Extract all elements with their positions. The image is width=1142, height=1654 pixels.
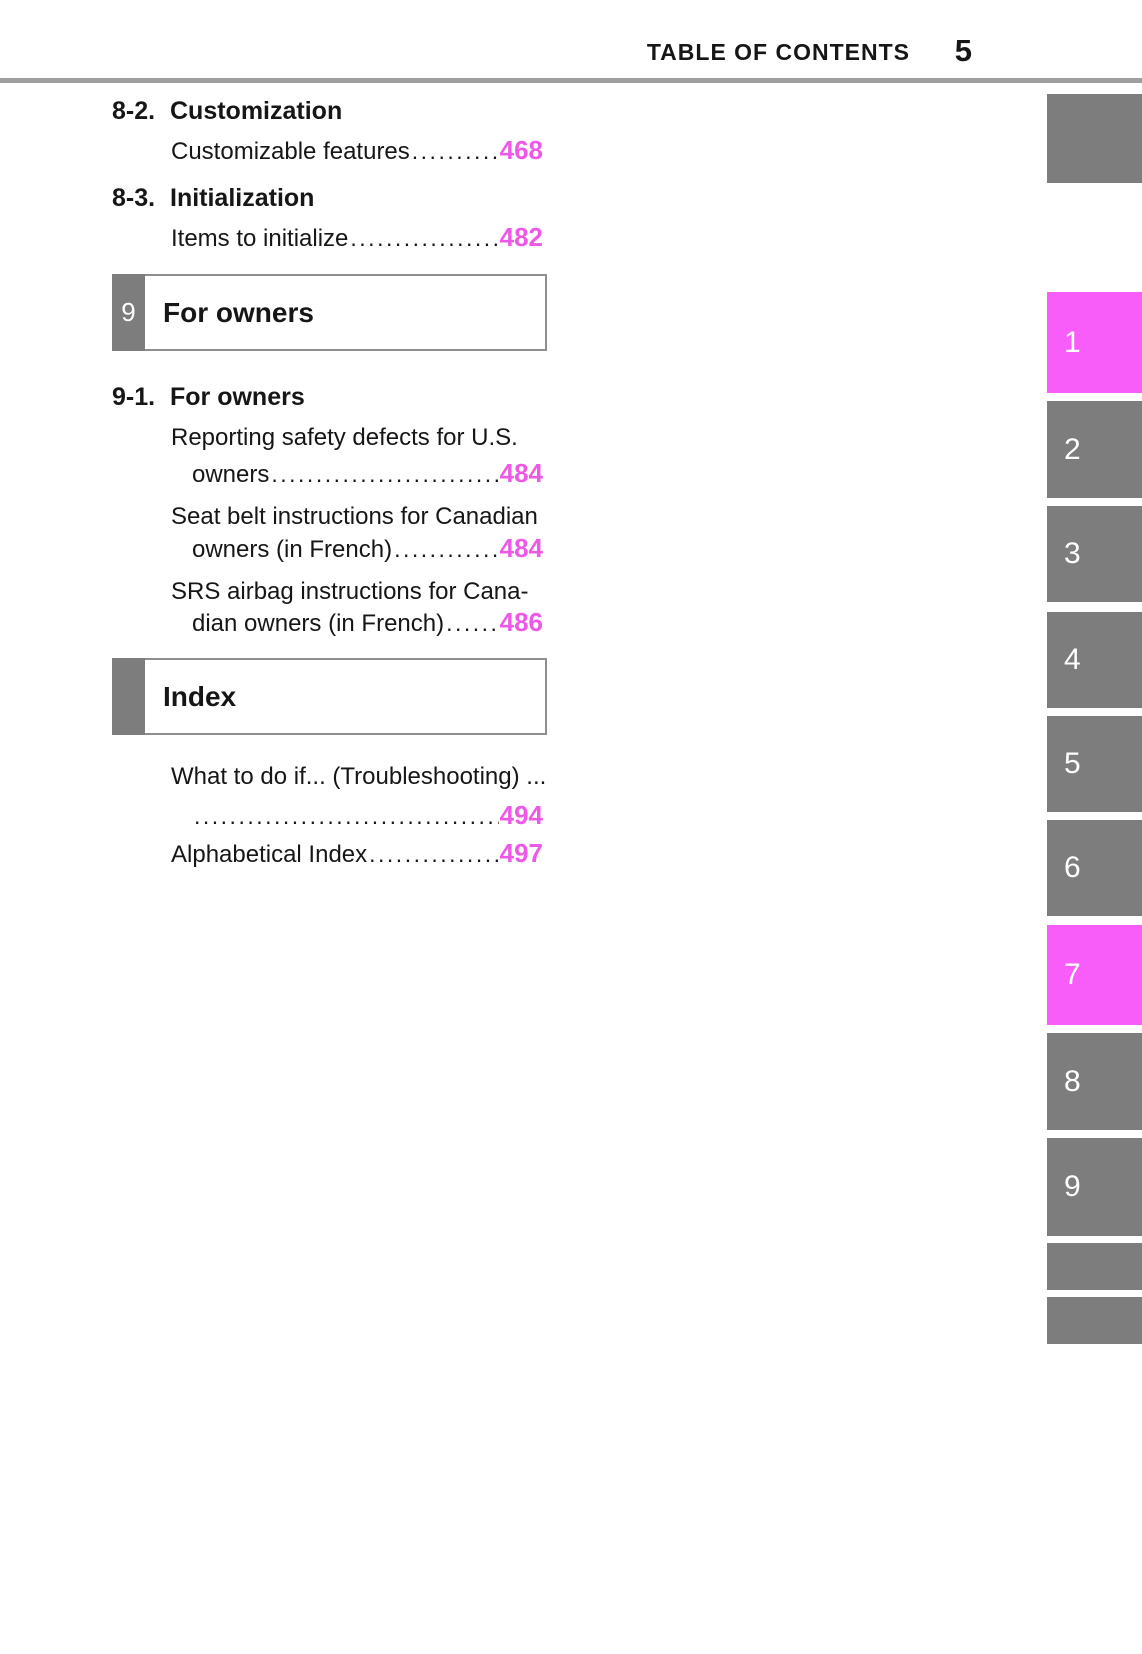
chapter-tab-blank-top <box>1047 94 1142 183</box>
dot-leader <box>269 459 498 489</box>
section-title: For owners <box>170 383 305 411</box>
toc-section-heading: 8-2. Customization <box>112 96 342 126</box>
section-number: 9-1. <box>112 383 156 411</box>
dot-leader <box>410 136 499 166</box>
chapter-tab-blank-short-1 <box>1047 1243 1142 1290</box>
entry-text-line1: Reporting safety defects for U.S. <box>171 424 518 451</box>
toc-entry-continuation: dian owners (in French) 486 <box>192 607 543 639</box>
entry-page-number: 486 <box>499 607 543 637</box>
chapter-tab-4: 4 <box>1047 612 1142 708</box>
dot-leader <box>444 608 499 638</box>
entry-text-line2: owners <box>192 461 270 488</box>
entry-text-line1: SRS airbag instructions for Cana- <box>171 578 529 605</box>
chapter-box-title: Index <box>163 680 237 712</box>
entry-text-line2: owners (in French) <box>192 536 393 563</box>
toc-entry-continuation: owners 484 <box>192 458 543 490</box>
dot-leader <box>192 801 499 831</box>
entry-page-number: 484 <box>499 458 543 488</box>
chapter-tab-9: 9 <box>1047 1138 1142 1236</box>
section-title: Initialization <box>170 184 315 212</box>
entry-page-number: 482 <box>499 222 543 252</box>
entry-text-line1: Seat belt instructions for Canadian <box>171 503 538 530</box>
dot-leader <box>392 534 499 564</box>
toc-entry: Alphabetical Index 497 <box>171 838 543 870</box>
dot-leader <box>367 839 498 869</box>
chapter-tab-7: 7 <box>1047 925 1142 1025</box>
toc-entry-continuation: 494 <box>192 800 543 831</box>
chapter-box-tab: 9 <box>112 274 145 351</box>
chapter-box-index: Index <box>112 658 547 735</box>
entry-page-number: 468 <box>499 135 543 165</box>
entry-page-number: 497 <box>499 838 543 868</box>
toc-entry: Customizable features 468 <box>171 135 543 167</box>
header-rule <box>0 78 1142 83</box>
entry-text-line2: dian owners (in French) <box>192 610 445 637</box>
page-number: 5 <box>954 33 972 68</box>
toc-section-heading: 9-1. For owners <box>112 382 305 412</box>
chapter-tab-8: 8 <box>1047 1033 1142 1130</box>
chapter-box-tab <box>112 658 145 735</box>
toc-entry-continuation: owners (in French) 484 <box>192 533 543 565</box>
section-number: 8-3. <box>112 184 156 212</box>
entry-text: Items to initialize <box>171 225 349 252</box>
toc-entry: Items to initialize 482 <box>171 222 543 254</box>
chapter-box-for-owners: 9 For owners <box>112 274 547 351</box>
chapter-tab-blank-short-2 <box>1047 1297 1142 1344</box>
entry-text-line1: What to do if... (Troubleshooting) ... <box>171 763 547 790</box>
toc-section-heading: 8-3. Initialization <box>112 183 314 213</box>
chapter-tab-1: 1 <box>1047 292 1142 393</box>
dot-leader <box>348 223 498 253</box>
chapter-tab-2: 2 <box>1047 401 1142 498</box>
chapter-tab-3: 3 <box>1047 506 1142 602</box>
page-title: TABLE OF CONTENTS <box>646 39 910 65</box>
section-title: Customization <box>170 97 343 125</box>
chapter-box-title: For owners <box>163 296 314 328</box>
entry-text: Customizable features <box>171 138 410 165</box>
chapter-tab-5: 5 <box>1047 716 1142 812</box>
chapter-tab-6: 6 <box>1047 820 1142 916</box>
entry-text: Alphabetical Index <box>171 841 368 868</box>
entry-page-number: 494 <box>499 800 543 830</box>
entry-page-number: 484 <box>499 533 543 563</box>
section-number: 8-2. <box>112 97 156 125</box>
